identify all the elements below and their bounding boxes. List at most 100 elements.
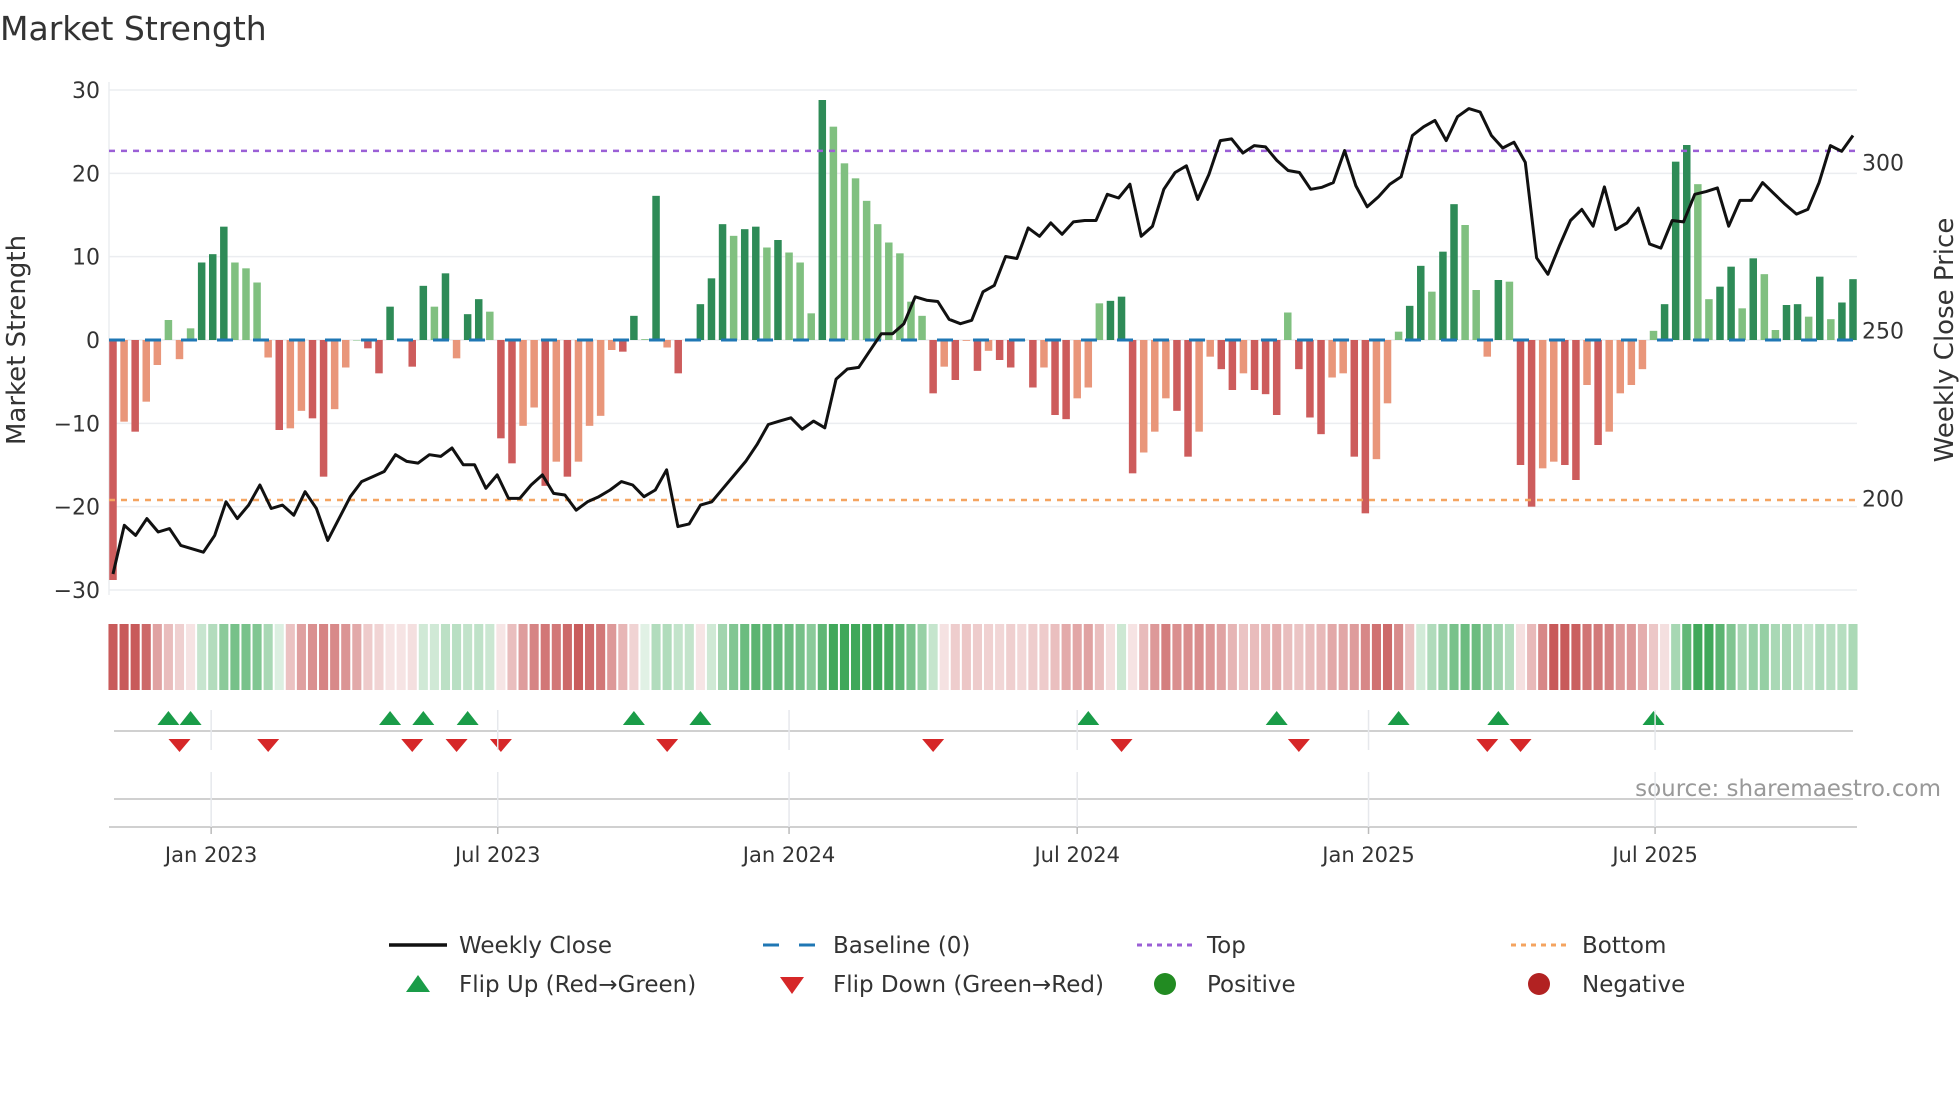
strip-cell [1083, 624, 1093, 690]
flip-down-marker [401, 739, 424, 752]
negative-bar [1638, 340, 1647, 370]
strip-cell [452, 624, 462, 690]
strip-cell [1349, 624, 1359, 690]
strip-cell [540, 624, 550, 690]
strip-cell [862, 624, 872, 690]
strength-bars [109, 100, 1857, 580]
legend: Weekly Close Baseline (0) Top Bottom Flip Up… [389, 933, 1685, 998]
strip-cell [1305, 624, 1315, 690]
strip-cell [1205, 624, 1215, 690]
flip-up-marker [1642, 711, 1665, 725]
positive-bar [1106, 300, 1115, 340]
strip-cell [706, 624, 717, 690]
legend-label: Top [1206, 933, 1246, 959]
positive-bar [641, 339, 649, 340]
strip-cell [529, 624, 539, 690]
strip-cell [1726, 624, 1736, 690]
strip-cell [1072, 624, 1082, 690]
strip-cell [385, 624, 395, 690]
positive-bar [763, 247, 771, 340]
negative-bar [1073, 340, 1081, 399]
y-tick-label: 0 [86, 329, 100, 354]
strip-cell [917, 624, 927, 690]
source-label: source: sharemaestro.com [1635, 776, 1941, 802]
strip-cell [1748, 624, 1758, 690]
strip-cell [163, 624, 173, 690]
flip-up-marker [1077, 711, 1100, 725]
negative-bar [1306, 340, 1314, 418]
strip-cell [407, 624, 417, 690]
negative-bar [1029, 340, 1037, 388]
y-tick-label: −30 [54, 579, 100, 604]
strip-cell [1460, 624, 1470, 690]
positive-bar [1472, 290, 1480, 340]
strip-cell [1283, 624, 1293, 690]
negative-bar [1084, 340, 1093, 388]
strip-cell [1006, 624, 1016, 690]
strip-cell [551, 624, 561, 690]
x-tick-label: Jul 2023 [453, 843, 540, 867]
level-lines [109, 149, 1857, 502]
strip-cell [1538, 624, 1548, 690]
positive-bar [1428, 291, 1436, 340]
negative-bar [1317, 340, 1325, 435]
strip-cell [1837, 624, 1847, 690]
strip-cell [961, 624, 971, 690]
legend-label: Positive [1207, 972, 1296, 998]
negative-bar [929, 340, 937, 394]
positive-bar [1439, 251, 1447, 340]
strip-cell [950, 624, 960, 690]
negative-bar [1583, 340, 1591, 385]
positive-bar [885, 242, 893, 340]
negative-bar [1006, 340, 1015, 368]
positive-bar [740, 229, 749, 340]
negative-bar [330, 340, 339, 410]
strip-cell [507, 624, 517, 690]
negative-bar [1627, 340, 1636, 385]
strip-cell [1382, 624, 1393, 690]
positive-bar [253, 282, 261, 340]
strip-cell [629, 624, 639, 690]
strip-cell [241, 624, 251, 690]
strip-cell [1194, 624, 1204, 690]
positive-bar [729, 235, 738, 340]
strip-cell [1493, 624, 1503, 690]
x-tick-label: Jan 2023 [163, 843, 258, 867]
positive-bar [208, 254, 217, 340]
x-tick-label: Jan 2025 [1320, 843, 1415, 867]
strip-cell [1560, 624, 1570, 690]
positive-bar [718, 224, 727, 340]
negative-bar [142, 340, 150, 402]
strip-cell [197, 624, 207, 690]
negative-bar [175, 340, 184, 360]
positive-bar [873, 224, 882, 340]
strip-cell [1449, 624, 1459, 690]
negative-bar [663, 340, 671, 348]
strip-cell [341, 624, 351, 690]
negative-bar [1605, 340, 1613, 432]
negative-bar [530, 340, 538, 408]
negative-bar [541, 340, 549, 486]
strip-cell [307, 624, 318, 690]
positive-bar [419, 285, 428, 340]
strength-heat-strip [108, 624, 1858, 690]
strip-cell [695, 624, 705, 690]
negative-bar [1217, 340, 1226, 370]
strip-cell [718, 624, 728, 690]
negative-bar [1594, 340, 1602, 445]
flip-up-marker [179, 711, 202, 725]
strip-cell [1327, 624, 1337, 690]
positive-bar [1782, 305, 1791, 340]
strip-cell [296, 624, 306, 690]
strip-cell [130, 624, 140, 690]
strip-cell [1615, 624, 1625, 690]
strip-cell [108, 624, 118, 690]
negative-bar [319, 340, 328, 477]
negative-bar [1350, 340, 1359, 457]
strip-cell [1704, 624, 1714, 690]
flip-up-marker [157, 711, 180, 725]
strip-cell [817, 624, 827, 690]
strip-cell [1161, 624, 1171, 690]
negative-bar [1228, 340, 1237, 390]
